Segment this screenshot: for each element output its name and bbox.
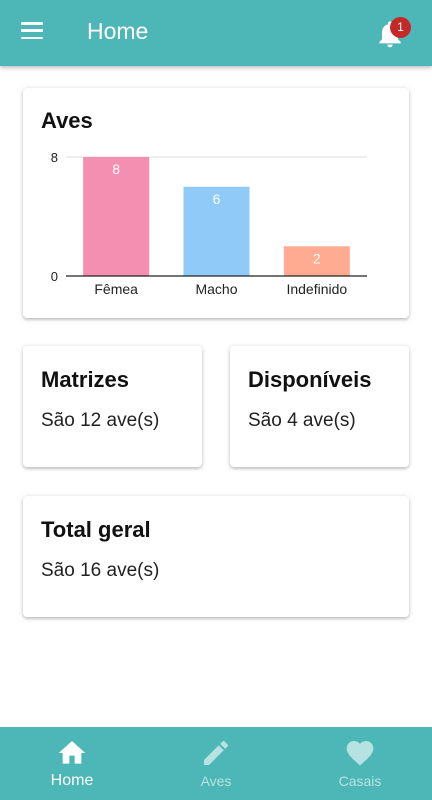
- nav-item-home[interactable]: Home: [0, 727, 144, 800]
- bar-chart: 8 0 8 Fêmea 6 Macho 2 Indefinido: [51, 150, 367, 297]
- menu-icon[interactable]: [21, 22, 45, 42]
- disponiveis-count: São 4 ave(s): [248, 410, 356, 431]
- disponiveis-title: Disponíveis: [248, 367, 372, 392]
- app-bar: Home 1: [0, 0, 432, 66]
- chart-bar: [183, 186, 250, 276]
- total-title: Total geral: [41, 517, 151, 542]
- nav-label-casais: Casais: [338, 773, 382, 789]
- bar-value-label: 6: [213, 191, 221, 207]
- matrizes-card[interactable]: Matrizes São 12 ave(s): [23, 346, 202, 467]
- x-tick-label: Macho: [195, 281, 237, 297]
- matrizes-count: São 12 ave(s): [41, 410, 160, 431]
- nav-item-casais[interactable]: Casais: [288, 727, 432, 800]
- chart-card: Aves 8 0 8 Fêmea 6 Macho 2 Indefinido: [23, 88, 409, 318]
- total-count: São 16 ave(s): [41, 560, 160, 581]
- page-title: Home: [87, 18, 149, 44]
- total-card[interactable]: Total geral São 16 ave(s): [23, 496, 409, 617]
- nav-label-aves: Aves: [200, 773, 232, 789]
- disponiveis-card[interactable]: Disponíveis São 4 ave(s): [230, 346, 409, 467]
- chart-bar: [283, 246, 350, 276]
- matrizes-title: Matrizes: [41, 367, 130, 392]
- chart-bar: [83, 157, 150, 276]
- nav-label-home: Home: [50, 772, 94, 789]
- home-icon: [58, 741, 86, 764]
- pencil-icon: [204, 740, 229, 765]
- x-tick-label: Fêmea: [94, 281, 138, 297]
- bottom-navigation: Home Aves Casais: [0, 727, 432, 800]
- x-tick-label: Indefinido: [286, 281, 347, 297]
- bar-value-label: 8: [112, 161, 120, 177]
- nav-item-aves[interactable]: Aves: [144, 727, 288, 800]
- heart-icon: [346, 741, 374, 766]
- y-tick-label: 0: [51, 269, 58, 284]
- notification-badge[interactable]: 1: [390, 17, 411, 38]
- chart-card-title: Aves: [41, 108, 93, 133]
- bar-value-label: 2: [313, 250, 321, 266]
- y-tick-label: 8: [51, 150, 58, 165]
